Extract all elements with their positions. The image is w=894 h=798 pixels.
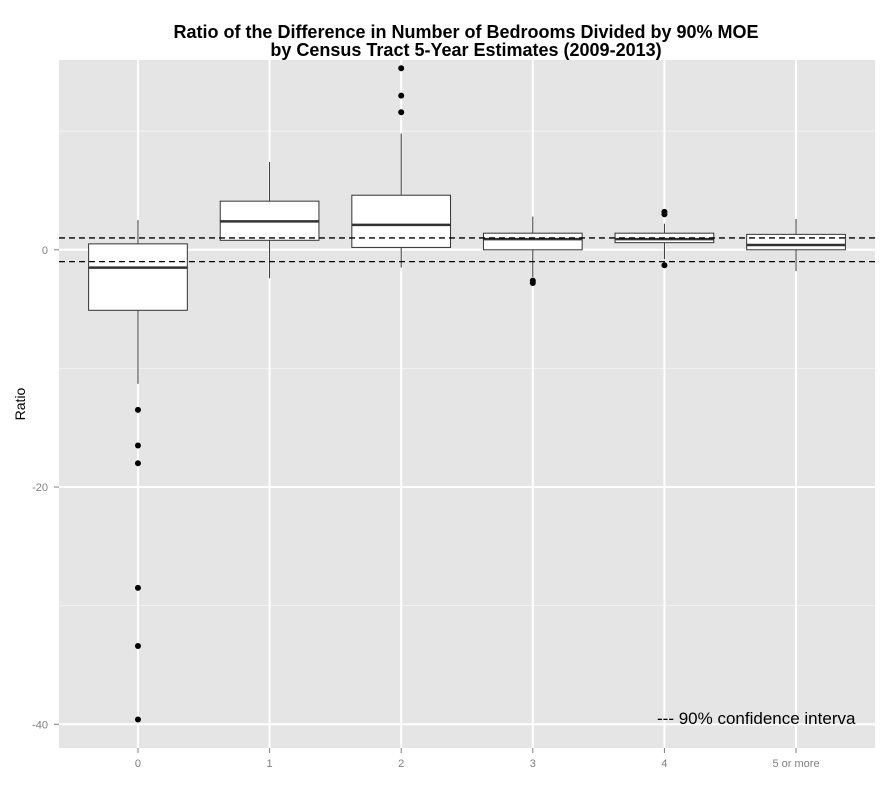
box-iqr xyxy=(482,232,583,251)
chart-title-line-1: Ratio of the Difference in Number of Bed… xyxy=(173,22,758,42)
y-axis-title: Ratio xyxy=(12,387,28,420)
outlier-point xyxy=(661,208,668,215)
y-tick-label: -20 xyxy=(32,482,48,494)
x-tick-label: 4 xyxy=(661,758,667,770)
y-axis-ticks: -40 -20 0 xyxy=(32,245,59,731)
outlier-point xyxy=(134,584,141,591)
box-iqr xyxy=(351,194,452,248)
outlier-point xyxy=(398,109,405,116)
box-1 xyxy=(219,162,320,279)
box-iqr xyxy=(746,233,846,251)
outlier-point xyxy=(398,65,405,72)
x-axis-ticks: 0 1 2 3 4 5 or more xyxy=(135,748,820,770)
outlier-point xyxy=(134,406,141,413)
outlier-point xyxy=(529,280,536,287)
grid-lines xyxy=(59,60,875,748)
outlier-point xyxy=(134,716,141,723)
outlier-point xyxy=(134,460,141,467)
x-tick-label: 3 xyxy=(530,758,536,770)
confidence-interval-annotation: --- 90% confidence interva xyxy=(657,709,856,728)
y-tick-label: -40 xyxy=(32,719,48,731)
box-iqr xyxy=(88,243,188,311)
outlier-point xyxy=(661,262,668,269)
x-tick-label: 1 xyxy=(267,758,273,770)
x-tick-label: 2 xyxy=(398,758,404,770)
outlier-point xyxy=(134,442,141,449)
chart-title-line-2: by Census Tract 5-Year Estimates (2009-2… xyxy=(270,40,661,60)
box-0 xyxy=(88,220,188,723)
x-tick-label: 5 or more xyxy=(772,758,819,770)
outlier-point xyxy=(134,642,141,649)
x-tick-label: 0 xyxy=(135,758,141,770)
outlier-point xyxy=(398,92,405,99)
reference-lines xyxy=(59,237,875,263)
box-3 xyxy=(482,216,583,287)
plot-panel xyxy=(59,60,875,748)
box-2 xyxy=(351,65,452,268)
y-tick-label: 0 xyxy=(42,245,48,257)
